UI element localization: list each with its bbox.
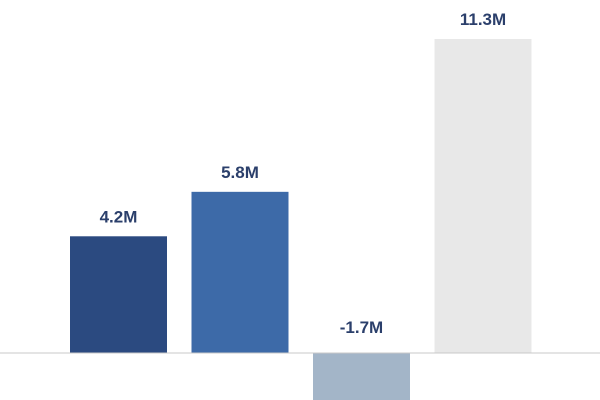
value-label: 4.2M	[100, 207, 138, 226]
value-label: -1.7M	[340, 318, 383, 337]
bar	[70, 236, 167, 353]
value-label: 11.3M	[460, 10, 506, 29]
bar	[313, 353, 410, 400]
bar	[191, 191, 289, 353]
bar	[434, 39, 532, 353]
value-label: 5.8M	[221, 163, 259, 182]
